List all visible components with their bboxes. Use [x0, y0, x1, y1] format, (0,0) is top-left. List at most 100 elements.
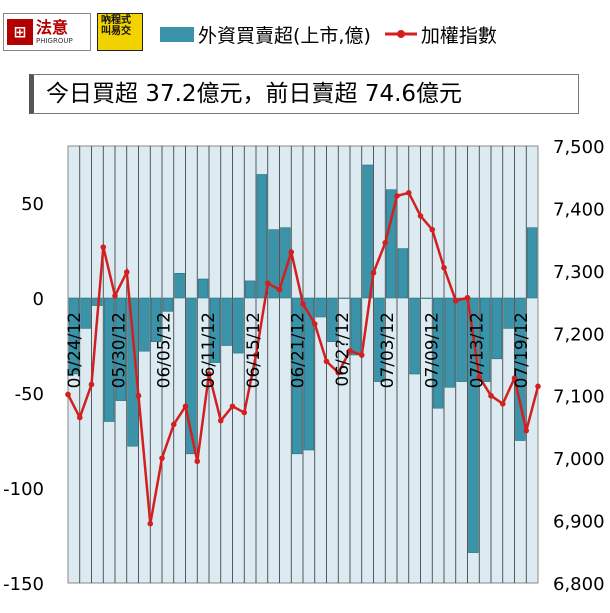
index-point	[206, 371, 212, 377]
right-tick-label: 7,000	[553, 449, 605, 470]
bar	[162, 297, 174, 312]
bar	[139, 297, 150, 352]
index-point	[288, 249, 295, 255]
bar	[209, 297, 221, 363]
left-tick-label: -50	[15, 384, 44, 405]
logo-mark-icon: ⊞	[7, 19, 33, 45]
index-point	[170, 421, 177, 428]
index-point	[241, 409, 248, 416]
bar	[280, 227, 291, 299]
bar	[491, 297, 503, 360]
index-point	[147, 520, 154, 527]
bar	[479, 297, 491, 382]
index-point	[464, 294, 471, 301]
bar	[468, 297, 479, 553]
bar	[186, 297, 197, 455]
bar	[150, 297, 162, 343]
index-point	[182, 403, 189, 410]
bar	[197, 278, 209, 299]
index-point	[488, 392, 494, 399]
index-point	[135, 392, 142, 399]
index-point	[264, 280, 271, 287]
right-tick-label: 7,200	[553, 324, 605, 345]
x-tick-label: 05/24/12	[65, 312, 85, 388]
right-tick-label: 7,500	[553, 137, 605, 158]
x-tick-label: 06/21/12	[289, 312, 309, 388]
bar	[244, 280, 256, 299]
index-point	[347, 347, 353, 354]
index-point	[429, 226, 436, 233]
bar	[115, 297, 127, 401]
index-point	[159, 455, 165, 461]
index-point	[217, 417, 224, 424]
index-point	[65, 391, 71, 398]
index-point	[123, 269, 130, 275]
bar	[80, 297, 91, 329]
bar	[103, 297, 115, 422]
index-point	[441, 264, 447, 271]
left-tick-label: -150	[3, 574, 44, 595]
bar-legend-label: 外資買賣超(上市,億)	[198, 24, 371, 47]
bar	[350, 297, 362, 356]
index-point	[405, 190, 412, 196]
index-point	[276, 286, 283, 293]
x-tick-label: 06/05/12	[154, 312, 174, 388]
line-legend-icon	[383, 24, 419, 44]
index-point	[112, 293, 118, 299]
logo-text-en: PHIGROUP	[36, 36, 73, 45]
index-point	[323, 358, 330, 365]
index-point	[88, 381, 95, 388]
index-point	[76, 414, 83, 421]
logo-text-cn: 法意	[36, 17, 69, 37]
bar	[315, 297, 326, 318]
bar	[327, 297, 338, 343]
line-legend-label: 加權指數	[420, 24, 497, 47]
bar	[303, 297, 315, 451]
bar	[233, 297, 244, 354]
index-point	[358, 352, 365, 358]
index-point	[476, 374, 483, 380]
index-point	[194, 458, 201, 465]
bar	[362, 164, 373, 299]
index-point	[370, 269, 377, 276]
x-tick-label: 07/19/12	[512, 312, 532, 388]
x-tick-label: 07/09/12	[423, 312, 443, 388]
right-tick-label: 7,100	[553, 387, 605, 408]
index-point	[300, 301, 306, 307]
bar	[456, 297, 467, 382]
bar	[409, 297, 420, 375]
index-point	[535, 383, 541, 390]
bar	[515, 297, 526, 441]
index-point	[394, 193, 400, 199]
bar	[503, 297, 514, 329]
trading-program-logo: 吶程式叫易交	[97, 13, 143, 51]
bar	[444, 297, 456, 388]
bar	[397, 248, 409, 299]
right-tick-label: 7,400	[553, 199, 605, 220]
left-tick-label: 50	[21, 194, 44, 215]
bar	[432, 297, 444, 409]
bar	[421, 297, 432, 299]
index-point	[229, 403, 236, 410]
index-point	[335, 369, 342, 376]
x-tick-label: 07/13/12	[467, 312, 487, 388]
index-point	[382, 239, 389, 246]
bar	[526, 227, 538, 299]
bar	[374, 297, 385, 382]
right-tick-label: 6,800	[553, 574, 605, 595]
x-tick-label: 06/2?/12	[333, 312, 353, 387]
bar	[291, 297, 303, 455]
x-tick-label: 06/15/12	[244, 312, 264, 388]
index-point	[253, 352, 259, 358]
index-point	[100, 244, 107, 250]
right-tick-label: 6,900	[553, 512, 605, 533]
bar	[68, 297, 80, 375]
right-tick-label: 7,300	[553, 262, 605, 283]
index-point	[499, 401, 506, 407]
bar	[268, 229, 279, 299]
left-tick-label: -100	[3, 479, 44, 500]
index-point	[417, 213, 424, 219]
bar-legend-swatch	[160, 26, 194, 42]
index-point	[452, 298, 459, 304]
left-tick-label: 0	[33, 289, 44, 310]
